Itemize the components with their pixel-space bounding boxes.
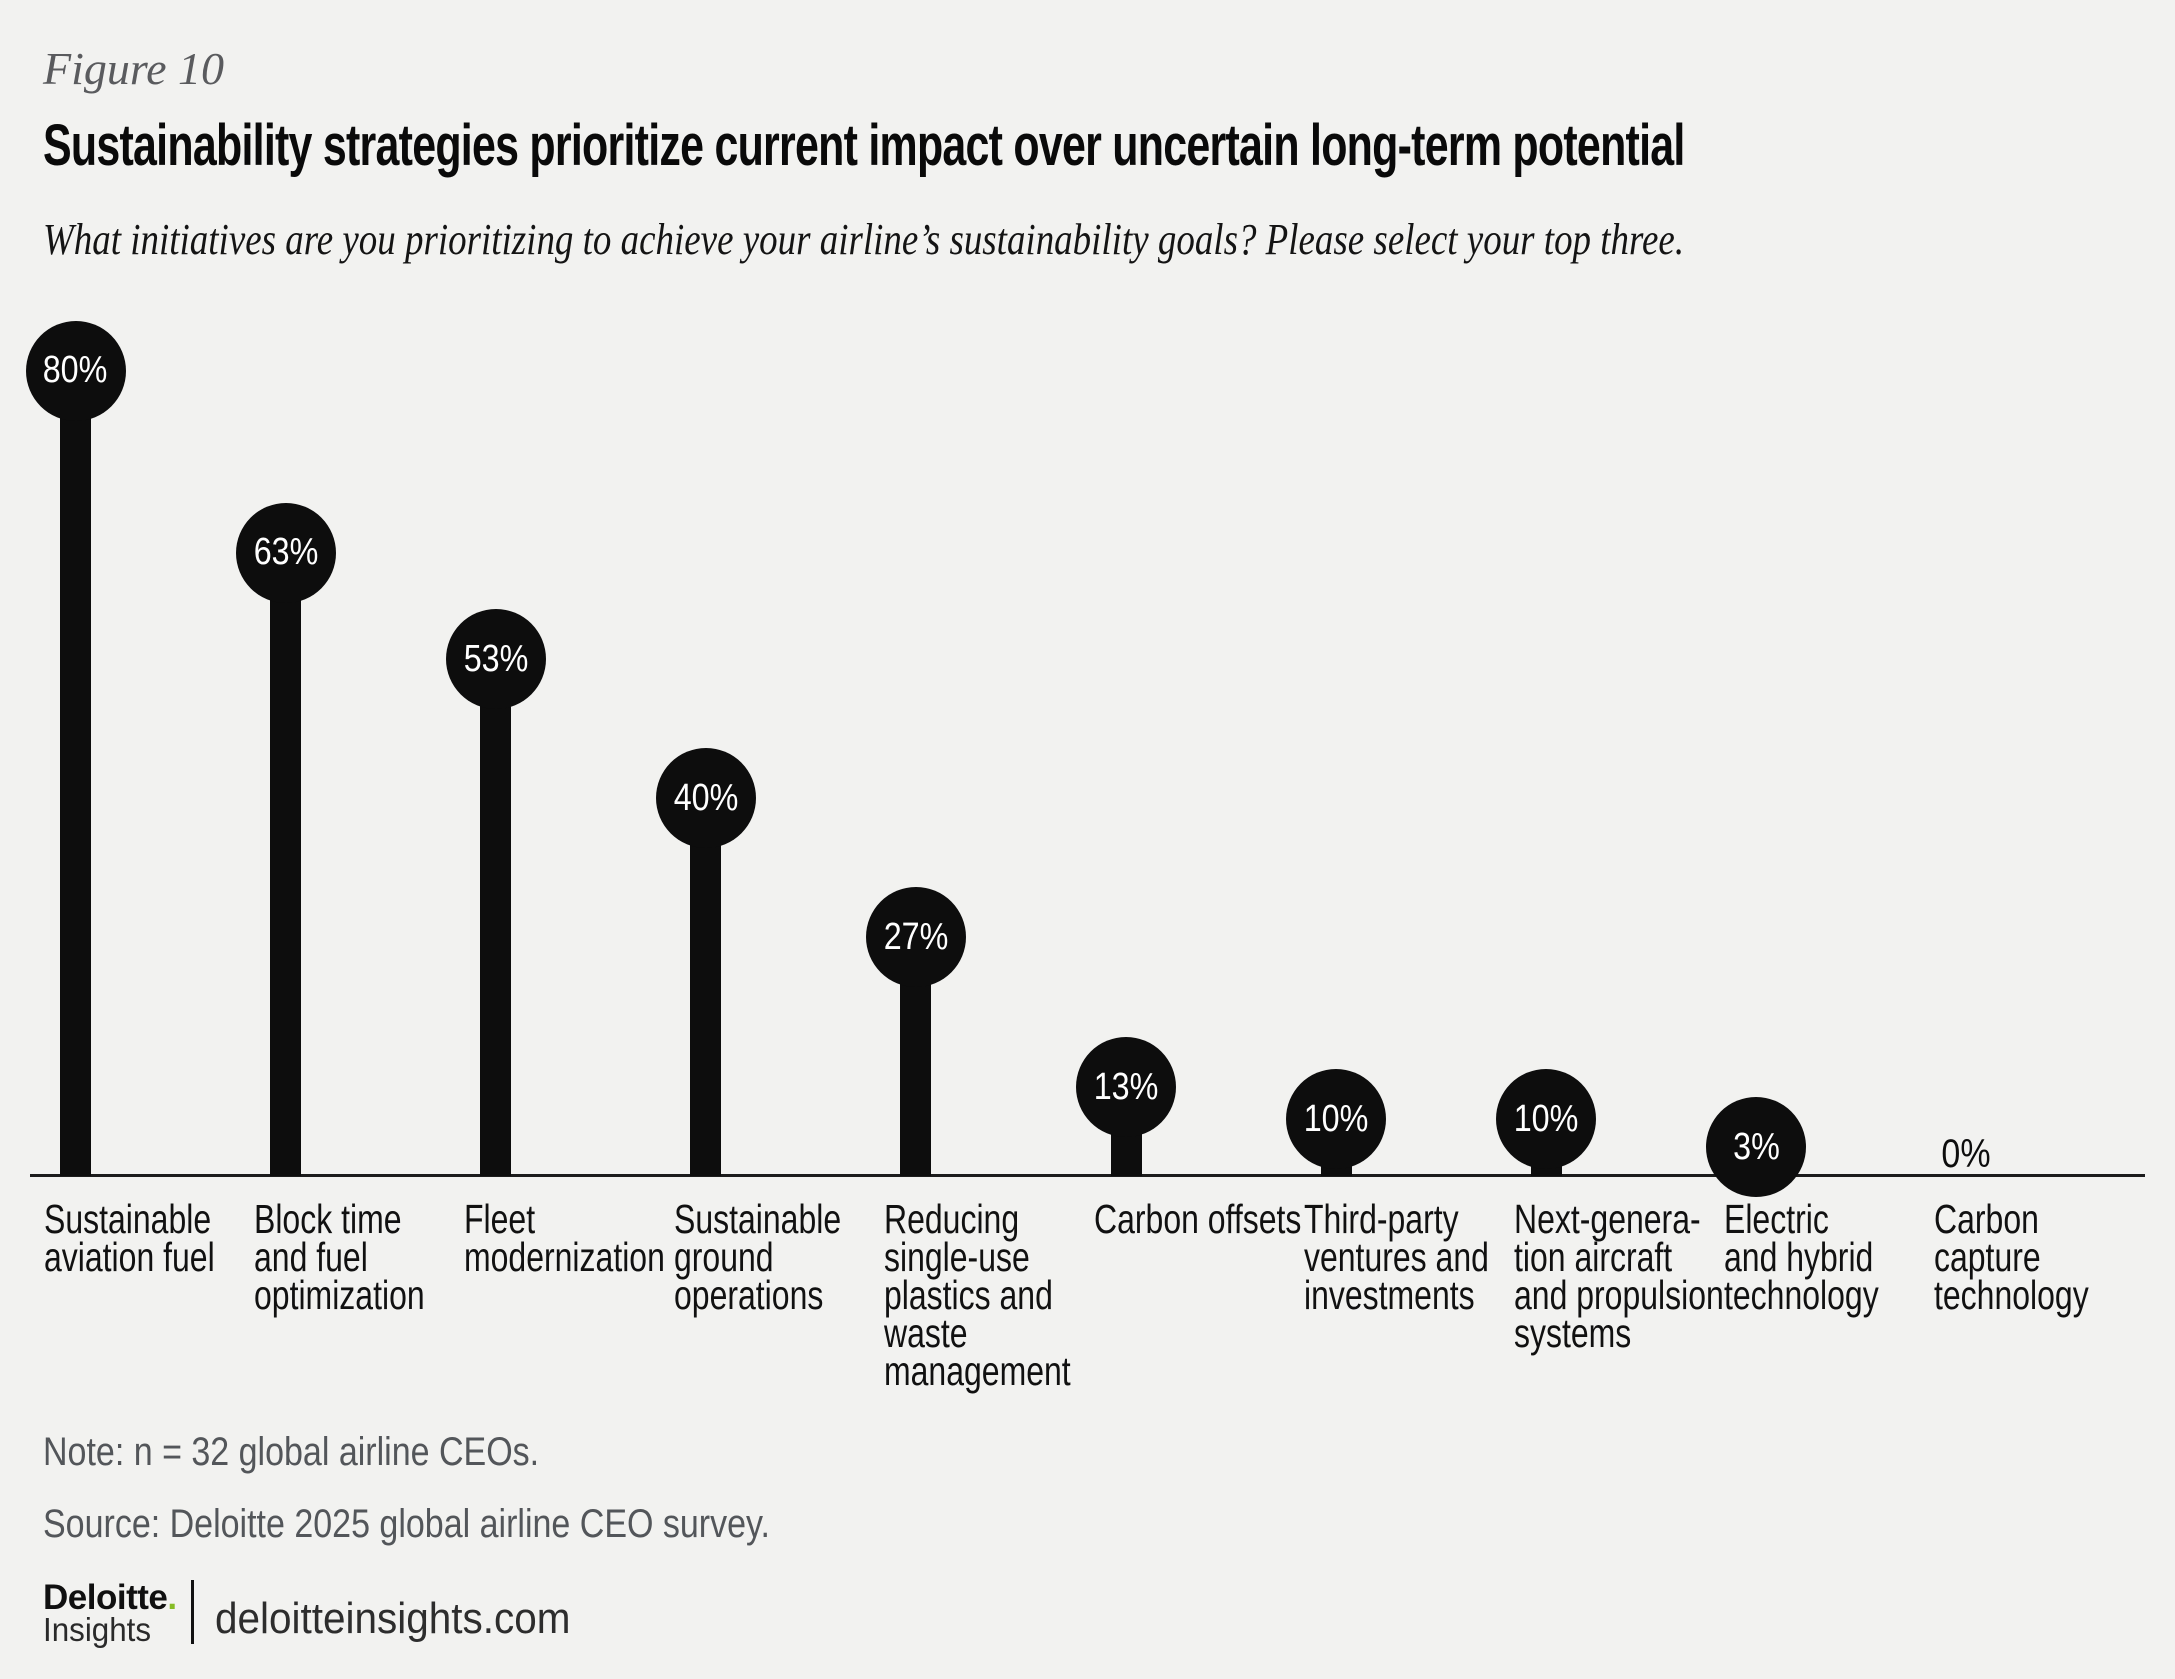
lollipop-circle: 10% <box>1286 1069 1387 1170</box>
value-label: 53% <box>463 637 529 680</box>
figure-subtitle: What initiatives are you prioritizing to… <box>43 215 1685 264</box>
deloitte-wordmark: Deloitte <box>43 1578 168 1617</box>
footer-site-link[interactable]: deloitteinsights.com <box>215 1594 571 1643</box>
footer: Deloitte. Insights deloitteinsights.com <box>43 1578 943 1648</box>
lollipop-circle: 13% <box>1076 1037 1176 1138</box>
figure-title: Sustainability strategies prioritize cur… <box>43 113 1685 178</box>
category-label: Next-genera- tion aircraft and propulsio… <box>1514 1196 1724 1356</box>
value-label-zero: 0% <box>1941 1132 1991 1176</box>
category-label: Sustainable aviation fuel <box>43 1196 215 1280</box>
category-label: Third-party ventures and investments <box>1304 1196 1490 1318</box>
figure-number-label: Figure 10 <box>43 43 224 94</box>
deloitte-logo: Deloitte. <box>43 1578 177 1618</box>
lollipop-circle: 3% <box>1706 1097 1807 1197</box>
lollipop-stem <box>690 798 722 1176</box>
lollipop-circle: 27% <box>865 887 966 988</box>
lollipop-circle: 40% <box>655 748 756 849</box>
note-text-row: Note: n = 32 global airline CEOs. <box>43 1430 627 1475</box>
figure-title-row: Sustainability strategies prioritize cur… <box>43 112 2175 179</box>
category-label: Carbon capture technology <box>1934 1196 2090 1318</box>
value-label: 10% <box>1513 1097 1579 1140</box>
lollipop-circle: 63% <box>235 502 336 603</box>
lollipop-stem <box>60 370 91 1176</box>
category-label: Carbon offsets <box>1094 1196 1302 1242</box>
category-label: Sustainable ground operations <box>673 1196 841 1318</box>
source-text: Source: Deloitte 2025 global airline CEO… <box>43 1502 770 1546</box>
value-label: 13% <box>1093 1065 1159 1108</box>
lollipop-stem <box>270 552 302 1176</box>
value-label: 80% <box>43 349 108 392</box>
value-label: 63% <box>253 531 318 574</box>
figure-subtitle-row: What initiatives are you prioritizing to… <box>43 214 1997 265</box>
deloitte-green-dot: . <box>167 1578 177 1617</box>
lollipop-stem <box>480 659 512 1176</box>
value-label: 40% <box>673 776 739 819</box>
footer-divider <box>191 1580 194 1644</box>
value-label: 3% <box>1732 1125 1780 1168</box>
value-label: 27% <box>883 915 949 958</box>
category-label: Electric and hybrid technology <box>1724 1196 1879 1318</box>
x-axis-line <box>30 1174 2145 1177</box>
category-label: Reducing single-use plastics and waste m… <box>883 1196 1071 1394</box>
category-label: Fleet modernization <box>463 1196 665 1280</box>
insights-wordmark: Insights <box>43 1611 152 1648</box>
lollipop-circle: 53% <box>445 609 546 710</box>
source-text-row: Source: Deloitte 2025 global airline CEO… <box>43 1502 898 1547</box>
category-label: Block time and fuel optimization <box>253 1196 425 1318</box>
lollipop-circle: 80% <box>25 320 126 421</box>
note-text: Note: n = 32 global airline CEOs. <box>43 1430 540 1474</box>
value-label: 10% <box>1303 1097 1369 1140</box>
lollipop-circle: 10% <box>1496 1069 1597 1170</box>
